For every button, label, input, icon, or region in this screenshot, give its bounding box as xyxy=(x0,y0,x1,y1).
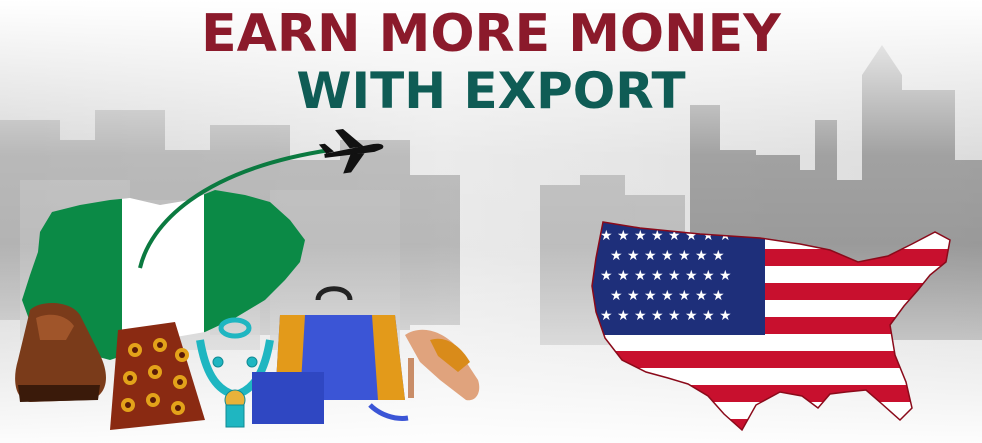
usa-map-flag: ★ ★ ★ ★ ★ ★ ★ ★ ★ ★ ★ ★ ★ ★ ★ ★ ★ ★ ★ ★ … xyxy=(592,222,950,430)
svg-text:★ ★ ★ ★ ★ ★ ★: ★ ★ ★ ★ ★ ★ ★ xyxy=(610,248,725,264)
headline: EARN MORE MONEY WITH EXPORT xyxy=(0,8,982,116)
ankara-fabric xyxy=(110,322,205,430)
svg-text:★ ★ ★ ★ ★ ★ ★ ★: ★ ★ ★ ★ ★ ★ ★ ★ xyxy=(600,268,732,284)
headline-line-2: WITH EXPORT xyxy=(296,62,686,120)
airplane-icon xyxy=(318,129,384,174)
necklace-icon xyxy=(196,317,274,428)
svg-text:★ ★ ★ ★ ★ ★ ★ ★: ★ ★ ★ ★ ★ ★ ★ ★ xyxy=(600,308,732,324)
headline-line-1: EARN MORE MONEY xyxy=(201,4,781,64)
flight-path xyxy=(138,148,331,269)
svg-text:★ ★ ★ ★ ★ ★ ★: ★ ★ ★ ★ ★ ★ ★ xyxy=(610,288,725,304)
handbag-icon xyxy=(252,286,409,424)
high-heel-icon xyxy=(405,329,480,401)
shoe-icon xyxy=(15,303,106,402)
